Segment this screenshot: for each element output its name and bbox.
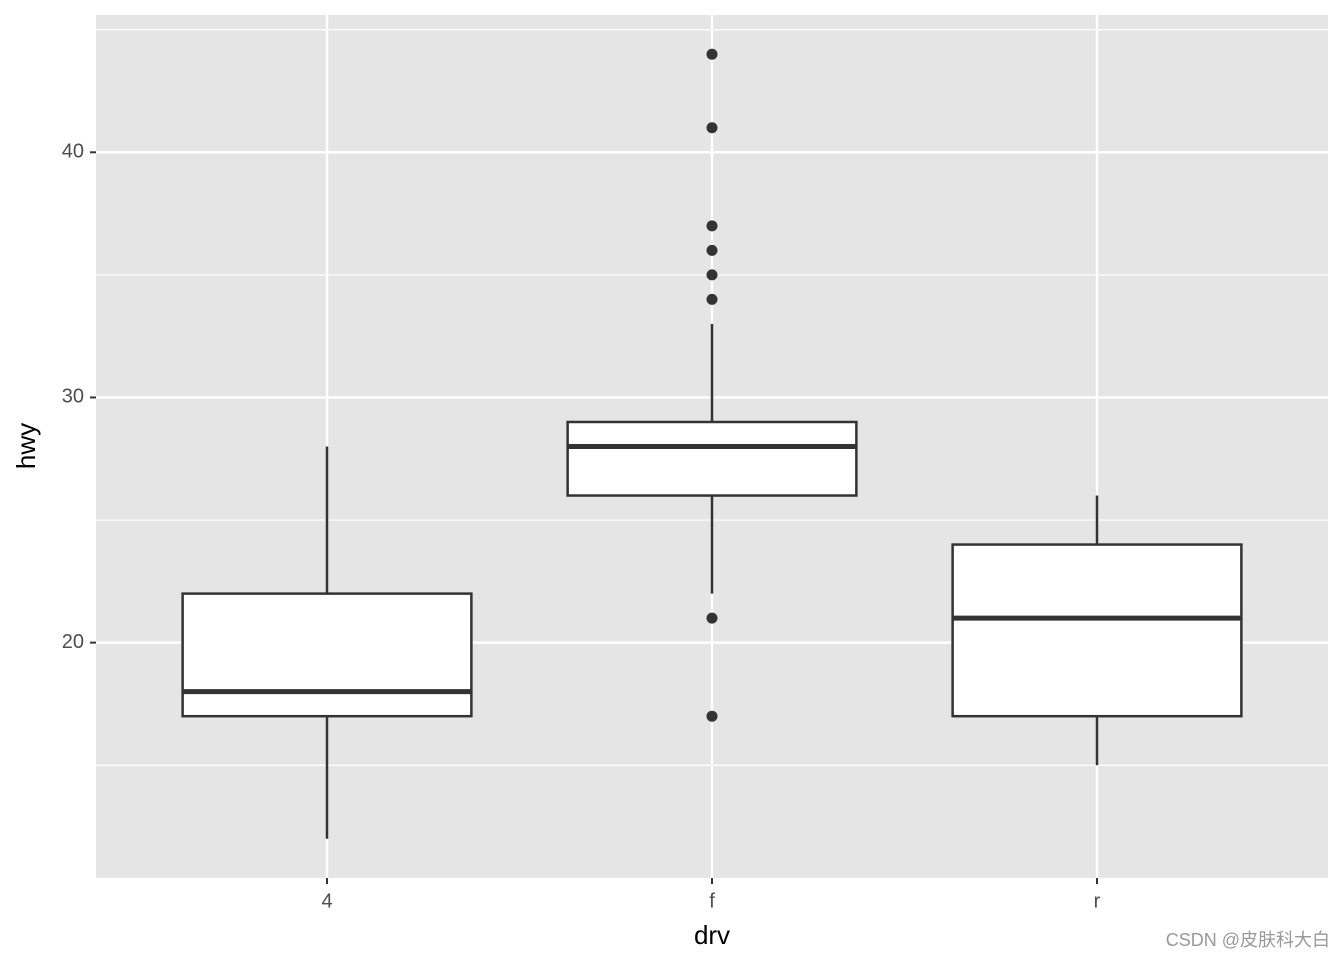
y-tick-label: 20	[62, 631, 84, 653]
outlier	[706, 293, 718, 305]
y-axis-title: hwy	[11, 423, 41, 469]
x-tick-label: 4	[321, 890, 332, 912]
y-tick-label: 40	[62, 141, 84, 163]
outlier	[706, 269, 718, 281]
box	[566, 420, 858, 497]
outlier	[706, 48, 718, 60]
outlier	[706, 220, 718, 232]
x-tick-label: f	[709, 890, 715, 912]
outlier	[706, 244, 718, 256]
box	[951, 543, 1243, 718]
box	[181, 592, 473, 718]
outlier	[706, 612, 718, 624]
y-tick-label: 30	[62, 386, 84, 408]
outlier	[706, 710, 718, 722]
x-tick-label: r	[1094, 890, 1101, 912]
outlier	[706, 122, 718, 134]
x-axis-title: drv	[694, 920, 730, 950]
watermark: CSDN @皮肤科大白	[1166, 930, 1330, 950]
